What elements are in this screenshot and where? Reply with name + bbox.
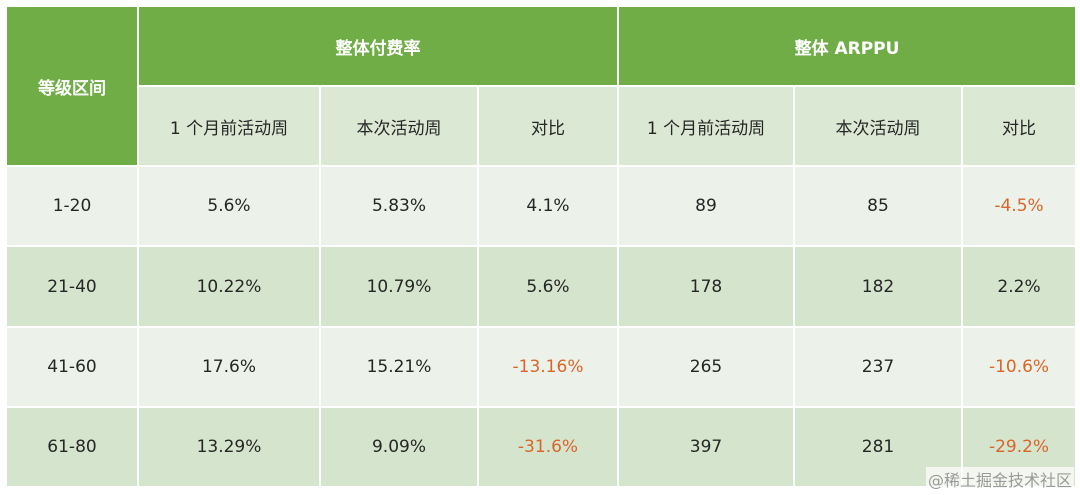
table-cell: -13.16%: [477, 325, 619, 408]
header-row-2: 1 个月前活动周 本次活动周 对比 1 个月前活动周 本次活动周 对比: [6, 85, 1078, 168]
level-cell: 1-20: [5, 165, 139, 248]
table-cell: 397: [617, 405, 795, 489]
table-cell: 2.2%: [960, 245, 1078, 328]
level-cell: 41-60: [5, 325, 139, 408]
table-cell: 89: [617, 165, 795, 248]
table-row: 1-20 5.6% 5.83% 4.1% 89 85 -4.5%: [5, 165, 1078, 248]
table-cell: 5.83%: [319, 165, 479, 248]
table-cell: 5.6%: [477, 245, 619, 328]
table-cell: -4.5%: [960, 165, 1078, 248]
subheader-cell: 对比: [477, 85, 619, 168]
table-cell: 9.09%: [319, 405, 479, 489]
level-cell: 21-40: [5, 245, 139, 328]
comparison-table: 等级区间 整体付费率 整体 ARPPU 1 个月前活动周 本次活动周 对比 1 …: [5, 4, 1078, 489]
table-cell: 10.22%: [137, 245, 321, 328]
table-row: 61-80 13.29% 9.09% -31.6% 397 281 -29.2%: [5, 405, 1078, 489]
table-cell: 178: [617, 245, 795, 328]
paying-rate-header: 整体付费率: [137, 4, 619, 88]
level-cell: 61-80: [5, 405, 139, 489]
subheader-cell: 1 个月前活动周: [137, 85, 321, 168]
table-row: 41-60 17.6% 15.21% -13.16% 265 237 -10.6…: [5, 325, 1078, 408]
table-cell: 281: [793, 405, 963, 489]
arppu-header: 整体 ARPPU: [616, 4, 1078, 88]
table-row: 21-40 10.22% 10.79% 5.6% 178 182 2.2%: [5, 245, 1078, 328]
level-range-header: 等级区间: [5, 4, 139, 168]
table-cell: 85: [793, 165, 963, 248]
table-cell: 17.6%: [137, 325, 321, 408]
table-cell: 182: [793, 245, 963, 328]
table-cell: -31.6%: [477, 405, 619, 489]
subheader-cell: 对比: [960, 85, 1078, 168]
header-row-1: 等级区间 整体付费率 整体 ARPPU: [5, 4, 1078, 168]
subheader-cell: 本次活动周: [793, 85, 963, 168]
table-cell: 10.79%: [319, 245, 479, 328]
table-cell: 5.6%: [137, 165, 321, 248]
table-cell: 237: [793, 325, 963, 408]
comparison-table-container: 等级区间 整体付费率 整体 ARPPU 1 个月前活动周 本次活动周 对比 1 …: [5, 4, 1078, 489]
subheader-cell: 1 个月前活动周: [617, 85, 795, 168]
table-cell: -10.6%: [960, 325, 1078, 408]
subheader-cell: 本次活动周: [319, 85, 479, 168]
table-cell: 15.21%: [319, 325, 479, 408]
table-cell: 4.1%: [477, 165, 619, 248]
table-cell: 13.29%: [137, 405, 321, 489]
table-cell: 265: [617, 325, 795, 408]
watermark: @稀土掘金技术社区: [925, 467, 1074, 491]
